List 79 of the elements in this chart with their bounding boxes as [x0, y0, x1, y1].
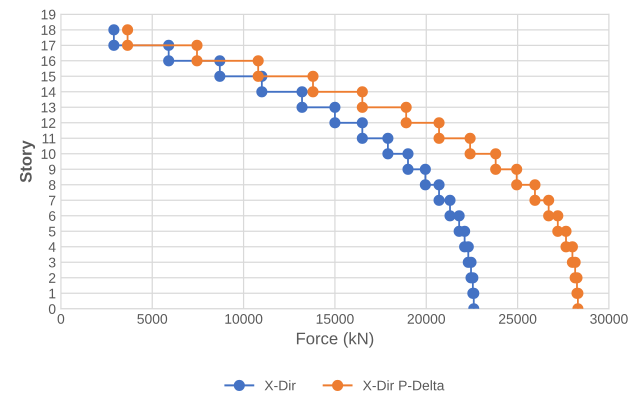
y-tick-label: 13: [42, 102, 56, 112]
y-tick-label: 18: [42, 25, 56, 35]
point: [543, 210, 554, 222]
point: [400, 102, 412, 113]
point: [529, 179, 541, 190]
point: [307, 86, 319, 98]
x-tick-label: 5000: [137, 314, 168, 324]
point: [214, 70, 226, 82]
point: [400, 117, 412, 128]
y-tick-label: 16: [42, 56, 56, 66]
point: [191, 55, 203, 66]
y-tick-label: 19: [42, 10, 56, 20]
point: [329, 117, 340, 128]
point: [511, 164, 522, 175]
point: [329, 102, 340, 113]
y-tick-label: 8: [48, 180, 56, 190]
point: [529, 194, 541, 206]
point: [122, 24, 134, 36]
point: [433, 194, 445, 206]
point: [433, 132, 445, 144]
legend-label: X-Dir P-Delta: [362, 380, 444, 390]
y-tick-label: 2: [49, 273, 56, 283]
point: [420, 179, 431, 190]
point: [433, 179, 445, 190]
point: [307, 70, 319, 82]
point: [356, 132, 368, 144]
point: [163, 55, 174, 66]
y-tick-label: 11: [42, 134, 56, 144]
point: [552, 210, 564, 222]
point: [122, 40, 134, 51]
point: [560, 226, 572, 237]
y-tick-label: 4: [48, 242, 56, 252]
y-tick-label: 3: [48, 258, 56, 268]
y-tick-label: 17: [42, 40, 56, 50]
point: [444, 210, 456, 222]
x-tick-label: 20000: [408, 314, 446, 324]
point: [464, 148, 476, 160]
x-axis-title: Force (kN): [296, 332, 374, 348]
point: [252, 70, 264, 82]
point: [444, 194, 456, 206]
point: [420, 164, 431, 175]
y-tick-label: 15: [42, 72, 56, 82]
y-tick-label: 1: [49, 288, 56, 298]
y-tick-label: 5: [48, 226, 56, 236]
x-tick-label: 30000: [590, 314, 628, 324]
y-tick-label: 7: [49, 196, 56, 206]
y-tick-label: 9: [48, 164, 56, 174]
point: [382, 148, 394, 160]
y-tick-label: 6: [49, 211, 56, 221]
x-tick-label: 25000: [498, 314, 536, 324]
point: [382, 132, 394, 144]
point: [296, 102, 308, 113]
point: [433, 117, 445, 128]
x-tick-label: 0: [58, 314, 64, 324]
point: [356, 117, 368, 128]
point: [490, 148, 502, 160]
legend-label: X-Dir: [264, 380, 296, 390]
point: [356, 86, 368, 98]
point: [356, 102, 368, 113]
x-tick-label: 10000: [225, 314, 262, 324]
point: [543, 194, 554, 206]
point: [108, 40, 120, 51]
y-tick-label: 14: [42, 87, 56, 97]
point: [454, 210, 465, 222]
point: [402, 148, 414, 160]
point: [296, 86, 308, 98]
point: [511, 179, 522, 190]
y-axis-title: Story: [20, 140, 36, 182]
point: [464, 132, 476, 144]
point: [402, 164, 414, 175]
y-tick-label: 12: [42, 118, 56, 128]
y-tick-label: 0: [48, 304, 56, 314]
point: [252, 55, 264, 66]
point: [108, 24, 120, 36]
point: [191, 40, 203, 51]
x-tick-label: 15000: [316, 314, 354, 324]
y-tick-label: 10: [42, 149, 56, 159]
point: [256, 86, 268, 98]
point: [490, 164, 502, 175]
